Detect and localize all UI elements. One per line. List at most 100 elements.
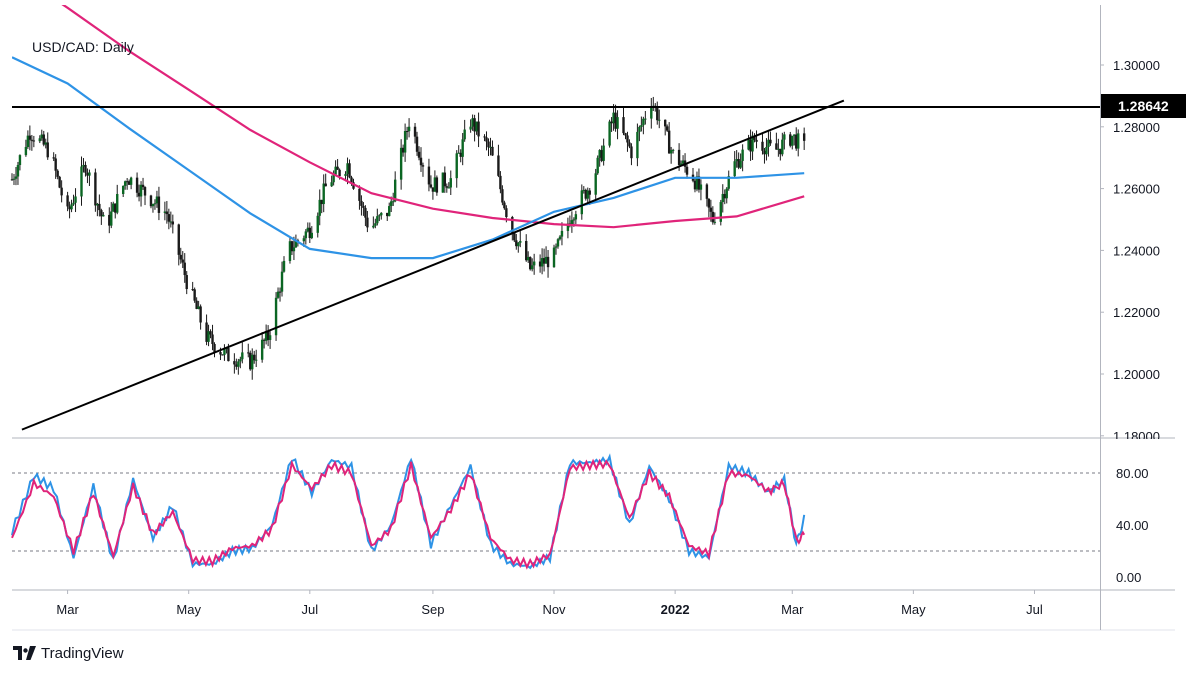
candle-body: [638, 126, 641, 132]
candle-body: [110, 211, 113, 226]
candle-body: [40, 134, 43, 139]
candle-body: [352, 182, 355, 189]
candle-body: [294, 240, 298, 248]
candle-body: [165, 211, 169, 215]
candle-body: [735, 159, 738, 162]
candle-body: [125, 181, 129, 183]
candle-body: [24, 146, 28, 156]
price-tick-label: 1.22000: [1113, 305, 1160, 320]
candle-body: [88, 172, 91, 176]
candle-body: [707, 198, 711, 208]
candle-body: [459, 152, 462, 157]
candle-body: [644, 118, 647, 120]
candle-body: [366, 217, 369, 228]
candle-body: [797, 133, 800, 149]
candle-body: [336, 166, 339, 170]
candle-body: [219, 352, 222, 355]
candle-body: [324, 183, 327, 187]
candle-body: [513, 232, 516, 241]
ma-lines: [12, 5, 805, 260]
candle-body: [28, 135, 32, 140]
candle-body: [58, 176, 61, 188]
candle-body: [598, 150, 601, 158]
candle-body: [141, 184, 145, 188]
candles-layer: [10, 96, 806, 380]
candle-body: [123, 181, 127, 186]
price-tag-bg: [1101, 94, 1186, 118]
candle-body: [727, 176, 730, 189]
oscillator-axis[interactable]: 80.00 40.00 0.00: [1116, 466, 1149, 585]
candle-body: [185, 275, 188, 290]
candle-body: [52, 157, 55, 159]
time-axis[interactable]: Mar May Jul Sep Nov 2022 Mar May Jul: [56, 590, 1043, 617]
price-tick-label: 1.30000: [1113, 58, 1160, 73]
candle-body: [497, 155, 500, 176]
candle-body: [74, 196, 77, 203]
candle-body: [443, 172, 447, 187]
stochastic-layer: [11, 453, 1100, 570]
candle-body: [318, 199, 321, 216]
candle-body: [310, 232, 313, 239]
candle-body: [84, 164, 87, 173]
candle-body: [276, 291, 280, 298]
candle-body: [600, 150, 603, 161]
candle-body: [449, 178, 452, 188]
candle-body: [338, 169, 341, 177]
candle-body: [221, 354, 224, 356]
moving-average-pink: [61, 5, 805, 229]
candle-body: [181, 259, 184, 263]
candle-body: [779, 148, 782, 155]
candle-body: [685, 166, 689, 175]
candle-body: [433, 177, 437, 192]
candle-body: [767, 139, 770, 147]
ascending-trendline[interactable]: [21, 99, 845, 431]
main-pane-bg: [12, 5, 1100, 438]
candle-body: [709, 207, 713, 212]
candle-body: [511, 217, 514, 233]
candle-body: [538, 261, 542, 267]
candle-body: [213, 344, 216, 353]
candle-body: [66, 195, 69, 207]
candle-body: [554, 246, 558, 248]
candle-body: [302, 238, 306, 242]
price-axis[interactable]: 1.30000 1.28000 1.26000 1.24000 1.22000 1.200…: [1100, 58, 1200, 449]
candle-body: [761, 141, 764, 151]
tradingview-logo[interactable]: TradingView: [13, 643, 124, 663]
candle-body: [463, 129, 466, 140]
candle-body: [264, 331, 268, 341]
candle-body: [469, 126, 472, 130]
candle-body: [765, 146, 768, 155]
tradingview-logo-icon: [13, 646, 36, 660]
price-tick-label: 1.26000: [1113, 182, 1160, 197]
candle-body: [713, 221, 717, 223]
candle-body: [475, 121, 478, 132]
candle-body: [695, 176, 699, 190]
candle-body: [191, 289, 194, 291]
candle-body: [574, 214, 578, 220]
candle-body: [350, 177, 353, 183]
candle-body: [260, 339, 264, 360]
candle-body: [624, 133, 627, 136]
candle-body: [658, 119, 661, 121]
candle-body: [205, 322, 208, 342]
candle-body: [42, 134, 45, 145]
candle-body: [503, 202, 506, 209]
candle-body: [544, 256, 548, 264]
candle-body: [407, 126, 411, 132]
candle-body: [558, 236, 562, 240]
time-tick-label: Mar: [781, 602, 804, 617]
candle-body: [393, 179, 397, 202]
candle-body: [739, 160, 742, 168]
candle-body: [602, 145, 605, 161]
candle-body: [403, 131, 407, 153]
candle-body: [517, 242, 520, 247]
time-tick-label: 2022: [661, 602, 690, 617]
candle-body: [167, 214, 171, 222]
candle-body: [612, 112, 615, 124]
candle-body: [46, 142, 49, 158]
candle-body: [741, 149, 744, 161]
candle-body: [135, 177, 139, 193]
candle-body: [610, 121, 613, 124]
candle-body: [70, 204, 73, 210]
